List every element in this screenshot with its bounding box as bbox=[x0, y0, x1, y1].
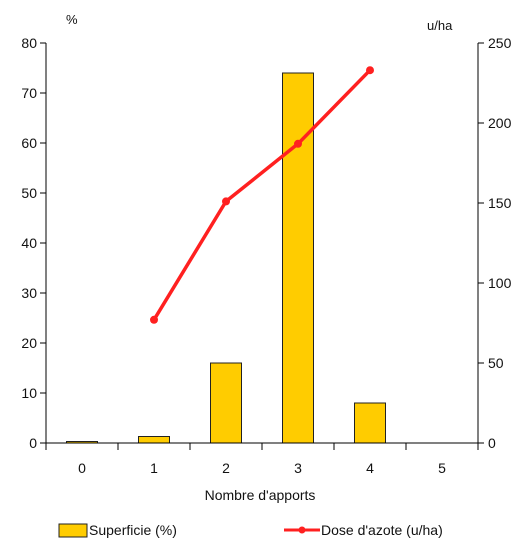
legend-bar-swatch bbox=[58, 523, 88, 538]
line-point-1 bbox=[150, 315, 158, 324]
right-tick-label-250: 250 bbox=[488, 35, 512, 51]
bar-1 bbox=[138, 436, 170, 444]
left-tick-label-30: 30 bbox=[21, 285, 37, 301]
right-tick-label-200: 200 bbox=[488, 115, 512, 131]
left-tick-label-10: 10 bbox=[21, 385, 37, 401]
left-tick-label-70: 70 bbox=[21, 85, 37, 101]
legend-line-marker bbox=[298, 526, 306, 534]
x-tick-label-1: 1 bbox=[150, 460, 158, 476]
left-tick-label-60: 60 bbox=[21, 135, 37, 151]
left-tick-label-0: 0 bbox=[29, 435, 37, 451]
legend-line-label: Dose d'azote (u/ha) bbox=[321, 522, 443, 538]
x-tick-label-5: 5 bbox=[438, 460, 446, 476]
line-series-dose bbox=[152, 68, 372, 321]
x-axis-label: Nombre d'apports bbox=[205, 487, 316, 503]
right-tick-label-0: 0 bbox=[488, 435, 496, 451]
x-tick-label-2: 2 bbox=[222, 460, 230, 476]
right-tick-label-150: 150 bbox=[488, 195, 512, 211]
x-tick-label-0: 0 bbox=[78, 460, 86, 476]
x-tick-label-4: 4 bbox=[366, 460, 374, 476]
right-axis-unit: u/ha bbox=[427, 18, 453, 33]
line-point-4 bbox=[366, 66, 374, 75]
line-point-3 bbox=[294, 139, 302, 148]
bar-2 bbox=[210, 362, 242, 444]
left-tick-label-80: 80 bbox=[21, 35, 37, 51]
x-tick-label-3: 3 bbox=[294, 460, 302, 476]
bar-3 bbox=[282, 72, 314, 444]
right-tick-label-50: 50 bbox=[488, 355, 504, 371]
left-axis-unit: % bbox=[66, 12, 78, 27]
axes-layer: 0 10 20 30 40 50 60 70 80 0 50 100 150 200 250 0 1 2 3 4 5 bbox=[21, 35, 511, 476]
left-tick-label-50: 50 bbox=[21, 185, 37, 201]
left-tick-label-40: 40 bbox=[21, 235, 37, 251]
bar-4 bbox=[354, 402, 386, 444]
legend-bar-label: Superficie (%) bbox=[89, 522, 177, 538]
right-tick-label-100: 100 bbox=[488, 275, 512, 291]
line-point-2 bbox=[222, 197, 230, 206]
bars-layer bbox=[66, 72, 386, 444]
line-layer bbox=[150, 66, 374, 324]
legend: Superficie (%) Dose d'azote (u/ha) bbox=[58, 522, 443, 538]
left-tick-label-20: 20 bbox=[21, 335, 37, 351]
